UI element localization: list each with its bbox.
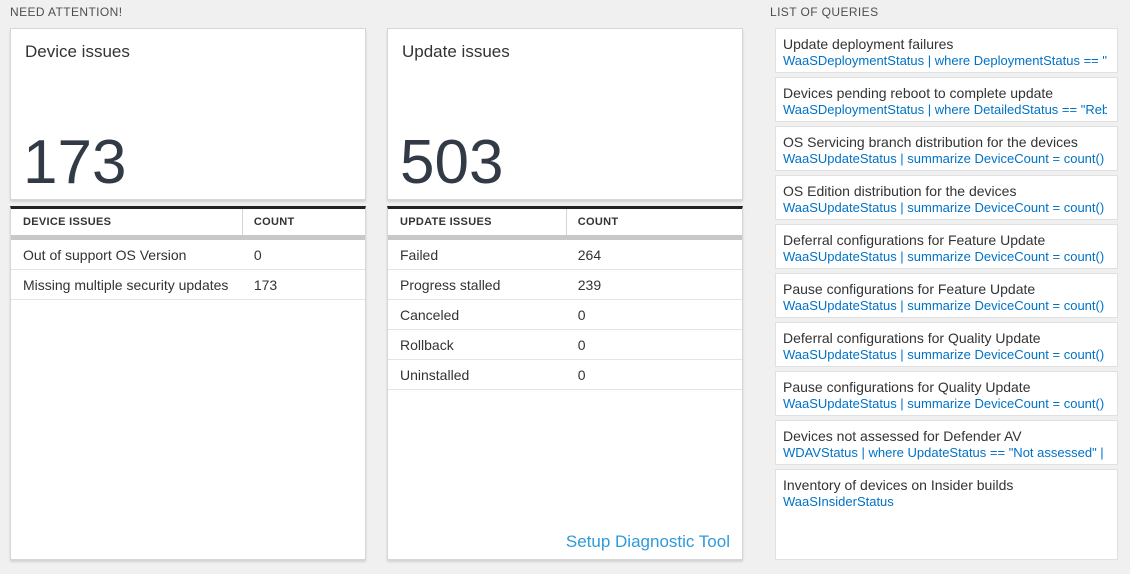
row-label: Uninstalled xyxy=(400,366,470,383)
query-title: Devices not assessed for Defender AV xyxy=(783,428,1022,444)
table-row[interactable]: Uninstalled 0 xyxy=(388,360,742,390)
query-item-pause-quality-update[interactable]: Pause configurations for Quality Update … xyxy=(775,371,1118,416)
row-count: 173 xyxy=(253,276,278,293)
query-code-link[interactable]: WaaSInsiderStatus xyxy=(783,494,894,509)
update-issues-table-header: UPDATE ISSUES COUNT xyxy=(388,209,742,235)
device-issues-table-header: DEVICE ISSUES COUNT xyxy=(11,209,365,235)
query-code-link[interactable]: WaaSUpdateStatus | summarize DeviceCount… xyxy=(783,298,1107,313)
query-title: Pause configurations for Quality Update xyxy=(783,379,1031,395)
device-issues-title: Device issues xyxy=(25,42,130,61)
query-title: Deferral configurations for Quality Upda… xyxy=(783,330,1041,346)
update-issues-name-column-header: UPDATE ISSUES xyxy=(388,209,567,235)
query-code-link[interactable]: WaaSUpdateStatus | summarize DeviceCount… xyxy=(783,396,1107,411)
query-item-os-edition-distribution[interactable]: OS Edition distribution for the devices … xyxy=(775,175,1118,220)
query-code-link[interactable]: WaaSUpdateStatus | summarize DeviceCount… xyxy=(783,249,1107,264)
query-code-link[interactable]: WaaSDeploymentStatus | where DeploymentS… xyxy=(783,53,1107,68)
query-code-link[interactable]: WaaSUpdateStatus | summarize DeviceCount… xyxy=(783,151,1107,166)
device-issues-table: DEVICE ISSUES COUNT Out of support OS Ve… xyxy=(10,206,366,560)
query-code-link[interactable]: WDAVStatus | where UpdateStatus == "Not … xyxy=(783,445,1107,460)
query-title: OS Servicing branch distribution for the… xyxy=(783,134,1078,150)
update-issues-title: Update issues xyxy=(402,42,510,61)
query-title: Update deployment failures xyxy=(783,36,954,52)
row-label: Progress stalled xyxy=(400,276,501,293)
query-item-os-servicing-branch[interactable]: OS Servicing branch distribution for the… xyxy=(775,126,1118,171)
query-title: OS Edition distribution for the devices xyxy=(783,183,1017,199)
row-count: 264 xyxy=(577,246,602,263)
query-list: Update deployment failures WaaSDeploymen… xyxy=(775,28,1118,560)
update-issues-count-column-header: COUNT xyxy=(577,216,619,228)
row-label: Out of support OS Version xyxy=(23,246,187,263)
query-title: Inventory of devices on Insider builds xyxy=(783,477,1014,493)
row-label: Missing multiple security updates xyxy=(23,276,229,293)
query-item-defender-av-not-assessed[interactable]: Devices not assessed for Defender AV WDA… xyxy=(775,420,1118,465)
row-label: Rollback xyxy=(400,336,454,353)
device-issues-tile[interactable]: Device issues 173 xyxy=(10,28,366,200)
query-item-insider-builds-inventory[interactable]: Inventory of devices on Insider builds W… xyxy=(775,469,1118,560)
table-row[interactable]: Rollback 0 xyxy=(388,330,742,360)
table-header-divider-bar xyxy=(388,235,742,240)
query-item-deferral-quality-update[interactable]: Deferral configurations for Quality Upda… xyxy=(775,322,1118,367)
table-row[interactable]: Failed 264 xyxy=(388,240,742,270)
table-row[interactable]: Out of support OS Version 0 xyxy=(11,240,365,270)
update-issues-table: UPDATE ISSUES COUNT Failed 264 Progress … xyxy=(387,206,743,560)
setup-diagnostic-tool-link[interactable]: Setup Diagnostic Tool xyxy=(565,532,730,551)
table-header-divider-bar xyxy=(11,235,365,240)
query-title: Devices pending reboot to complete updat… xyxy=(783,85,1054,101)
table-row[interactable]: Canceled 0 xyxy=(388,300,742,330)
device-issues-count: 173 xyxy=(23,127,127,197)
list-of-queries-section-header: LIST OF QUERIES xyxy=(770,5,879,19)
table-row[interactable]: Progress stalled 239 xyxy=(388,270,742,300)
row-count: 0 xyxy=(577,366,586,383)
device-issues-name-column-header: DEVICE ISSUES xyxy=(11,209,243,235)
row-label: Failed xyxy=(400,246,439,263)
query-code-link[interactable]: WaaSUpdateStatus | summarize DeviceCount… xyxy=(783,347,1107,362)
query-code-link[interactable]: WaaSDeploymentStatus | where DetailedSta… xyxy=(783,102,1107,117)
row-count: 239 xyxy=(577,276,602,293)
update-issues-count: 503 xyxy=(400,127,504,197)
row-label: Canceled xyxy=(400,306,460,323)
query-code-link[interactable]: WaaSUpdateStatus | summarize DeviceCount… xyxy=(783,200,1107,215)
need-attention-section-header: NEED ATTENTION! xyxy=(10,5,123,19)
query-title: Deferral configurations for Feature Upda… xyxy=(783,232,1046,248)
table-row[interactable]: Missing multiple security updates 173 xyxy=(11,270,365,300)
device-issues-count-column-header: COUNT xyxy=(253,216,295,228)
query-title: Pause configurations for Feature Update xyxy=(783,281,1036,297)
row-count: 0 xyxy=(253,246,262,263)
row-count: 0 xyxy=(577,306,586,323)
row-count: 0 xyxy=(577,336,586,353)
query-item-pause-feature-update[interactable]: Pause configurations for Feature Update … xyxy=(775,273,1118,318)
query-item-update-deployment-failures[interactable]: Update deployment failures WaaSDeploymen… xyxy=(775,28,1118,73)
query-item-devices-pending-reboot[interactable]: Devices pending reboot to complete updat… xyxy=(775,77,1118,122)
update-issues-tile[interactable]: Update issues 503 xyxy=(387,28,743,200)
query-item-deferral-feature-update[interactable]: Deferral configurations for Feature Upda… xyxy=(775,224,1118,269)
